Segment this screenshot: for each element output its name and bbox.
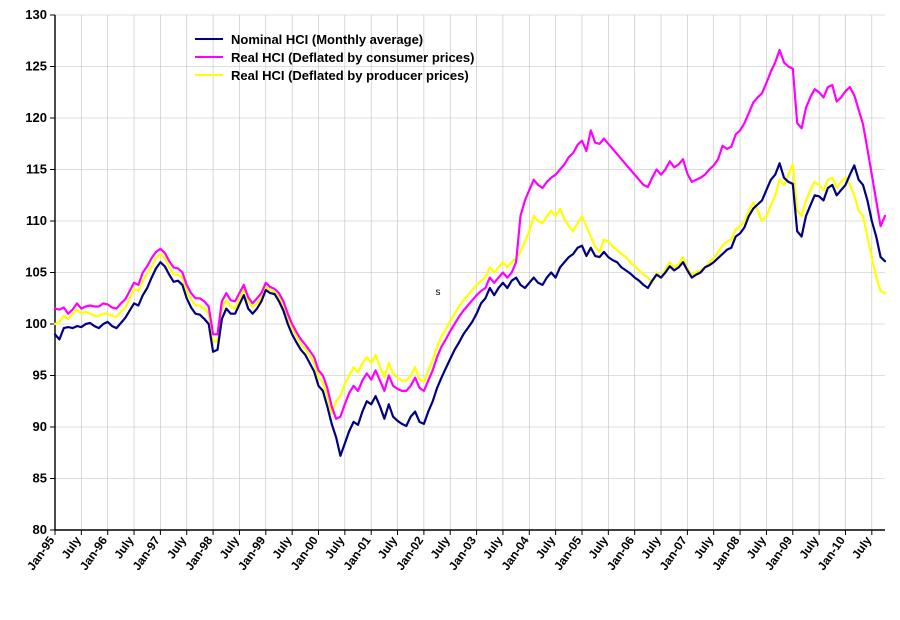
y-tick-label: 120 <box>25 110 47 125</box>
x-tick-label: Jan-99 <box>235 533 268 572</box>
x-tick-label: July <box>638 533 663 561</box>
legend: Nominal HCI (Monthly average) Real HCI (D… <box>195 30 474 84</box>
x-tick-label: Jan-10 <box>815 533 848 572</box>
x-tick-label: July <box>533 533 558 561</box>
x-tick-label: Jan-01 <box>340 533 373 572</box>
legend-label: Real HCI (Deflated by consumer prices) <box>231 50 474 65</box>
y-tick-label: 90 <box>33 419 47 434</box>
legend-item: Nominal HCI (Monthly average) <box>195 30 474 48</box>
y-tick-label: 110 <box>26 213 47 228</box>
x-tick-label: July <box>586 533 611 561</box>
series-line <box>55 163 885 456</box>
x-tick-label: July <box>480 533 505 561</box>
x-tick-label: Jan-98 <box>182 533 215 572</box>
x-tick-label: July <box>59 533 84 561</box>
legend-item: Real HCI (Deflated by producer prices) <box>195 66 474 84</box>
x-tick-label: Jan-03 <box>446 533 479 572</box>
x-tick-label: July <box>849 533 874 561</box>
x-tick-label: July <box>691 533 716 561</box>
x-tick-label: Jan-05 <box>551 533 584 572</box>
x-tick-label: July <box>744 533 769 561</box>
x-tick-label: Jan-08 <box>709 533 742 572</box>
x-tick-label: Jan-95 <box>24 533 57 572</box>
x-tick-label: July <box>375 533 400 561</box>
annotation-s: s <box>435 287 440 298</box>
x-tick-label: Jan-04 <box>498 533 531 572</box>
hci-line-chart: 80859095100105110115120125130Jan-95JulyJ… <box>0 0 900 620</box>
y-tick-label: 125 <box>25 59 47 74</box>
x-tick-label: July <box>796 533 821 561</box>
x-tick-label: Jan-06 <box>604 533 637 572</box>
x-tick-label: July <box>164 533 189 561</box>
y-tick-label: 115 <box>26 162 47 177</box>
legend-label: Nominal HCI (Monthly average) <box>231 32 423 47</box>
series-line <box>55 50 885 419</box>
x-tick-label: July <box>427 533 452 561</box>
legend-label: Real HCI (Deflated by producer prices) <box>231 68 469 83</box>
y-tick-label: 85 <box>33 471 47 486</box>
x-tick-label: July <box>111 533 136 561</box>
legend-swatch <box>195 56 223 58</box>
legend-item: Real HCI (Deflated by consumer prices) <box>195 48 474 66</box>
x-tick-label: Jan-97 <box>130 533 163 572</box>
y-tick-label: 100 <box>25 316 47 331</box>
x-tick-label: July <box>217 533 242 561</box>
chart-svg: 80859095100105110115120125130Jan-95JulyJ… <box>0 0 900 620</box>
x-tick-label: Jan-07 <box>657 533 690 572</box>
y-tick-label: 95 <box>33 368 47 383</box>
legend-swatch <box>195 74 223 76</box>
x-tick-label: Jan-02 <box>393 533 426 572</box>
x-tick-label: Jan-09 <box>762 533 795 572</box>
y-tick-label: 105 <box>25 265 47 280</box>
x-tick-label: Jan-96 <box>77 533 110 572</box>
y-tick-label: 130 <box>25 7 47 22</box>
x-tick-label: July <box>269 533 294 561</box>
x-tick-label: July <box>322 533 347 561</box>
legend-swatch <box>195 38 223 40</box>
x-tick-label: Jan-00 <box>288 533 321 572</box>
